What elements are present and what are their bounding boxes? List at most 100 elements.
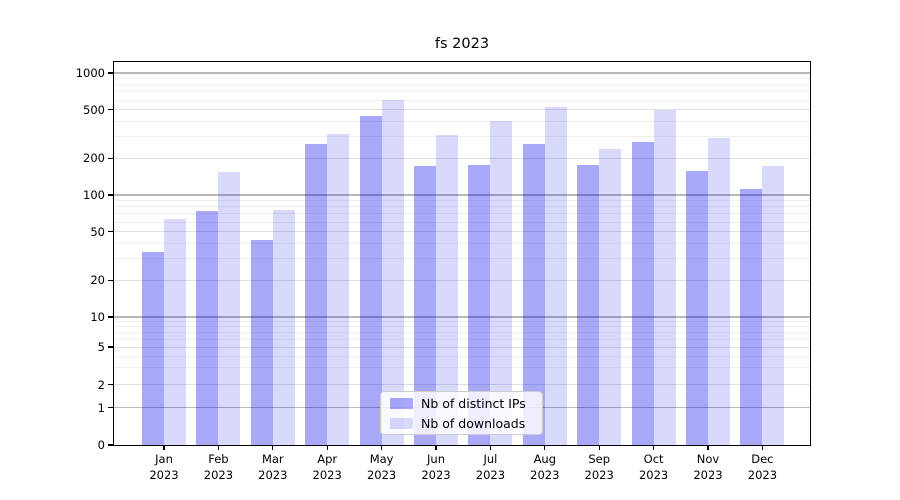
x-tick-mark — [544, 445, 546, 450]
year-label: 2023 — [258, 467, 288, 482]
bar-downloads-jun — [436, 135, 458, 445]
gridline — [114, 213, 810, 215]
gridline — [114, 258, 810, 260]
y-tick-mark — [108, 109, 113, 111]
legend-swatch-downloads — [390, 417, 413, 429]
month-label: May — [369, 452, 394, 466]
legend-swatch-distinct-ips — [390, 397, 413, 409]
x-tick-label-oct: Oct 2023 — [626, 452, 682, 483]
year-label: 2023 — [312, 467, 342, 482]
year-label: 2023 — [747, 467, 778, 482]
y-tick-label: 1 — [97, 400, 105, 415]
x-tick-label-aug: Aug 2023 — [517, 452, 573, 483]
bar-distinct-ips-nov — [686, 171, 708, 445]
month-label: Aug — [533, 452, 557, 466]
bar-distinct-ips-aug — [522, 143, 545, 445]
month-label: Dec — [751, 452, 774, 466]
gridline — [114, 200, 810, 202]
y-tick-mark — [108, 316, 113, 318]
year-label: 2023 — [584, 467, 614, 482]
y-tick-label: 2 — [97, 377, 105, 392]
gridline — [114, 243, 810, 245]
legend-label-distinct-ips: Nb of distinct IPs — [421, 395, 526, 411]
bar-downloads-apr — [327, 134, 350, 445]
y-tick-label: 500 — [83, 102, 105, 117]
month-label: Nov — [696, 452, 720, 466]
bar-distinct-ips-oct — [631, 141, 654, 445]
year-label: 2023 — [421, 467, 451, 482]
x-tick-label-apr: Apr 2023 — [299, 452, 355, 483]
x-tick-mark — [435, 445, 437, 450]
y-tick-mark — [108, 383, 113, 386]
bar-downloads-jul — [490, 121, 513, 445]
x-tick-label-dec: Dec 2023 — [734, 452, 790, 483]
y-tick-mark — [108, 346, 113, 348]
y-tick-mark — [108, 406, 113, 409]
x-tick-label-sep: Sep 2023 — [571, 452, 627, 483]
y-tick-label: 0 — [97, 438, 105, 452]
month-label: Apr — [317, 452, 338, 466]
y-tick-label: 200 — [83, 151, 105, 166]
y-tick-label: 50 — [90, 224, 105, 239]
y-tick-mark — [108, 279, 113, 281]
bar-downloads-feb — [218, 172, 241, 445]
bar-distinct-ips-jan — [142, 252, 164, 445]
chart-title: fs 2023 — [434, 36, 490, 52]
gridline — [114, 99, 810, 101]
year-label: 2023 — [149, 467, 179, 482]
legend: Nb of distinct IPs Nb of downloads — [380, 391, 543, 435]
legend-entry-distinct-ips: Nb of distinct IPs — [390, 395, 536, 412]
x-tick-label-feb: Feb 2023 — [190, 452, 246, 483]
gridline — [114, 221, 810, 223]
gridline — [114, 78, 810, 80]
year-label: 2023 — [638, 467, 669, 482]
year-label: 2023 — [530, 467, 560, 482]
bar-downloads-mar — [272, 210, 295, 445]
bar-distinct-ips-sep — [577, 165, 600, 445]
legend-label-downloads: Nb of downloads — [421, 415, 526, 431]
gridline — [114, 384, 810, 385]
year-label: 2023 — [475, 467, 506, 482]
bar-distinct-ips-jun — [414, 166, 436, 445]
y-tick-mark — [108, 231, 113, 233]
bar-distinct-ips-jul — [468, 165, 491, 445]
bar-distinct-ips-dec — [740, 188, 763, 445]
bar-downloads-oct — [653, 110, 676, 445]
x-tick-label-may: May 2023 — [354, 452, 410, 483]
gridline — [114, 109, 810, 111]
gridline — [114, 338, 810, 340]
bar-distinct-ips-may — [359, 116, 382, 445]
gridline — [114, 194, 810, 196]
y-tick-label: 1000 — [75, 66, 105, 80]
gridline — [114, 355, 810, 357]
x-tick-label-jan: Jan 2023 — [136, 452, 192, 483]
x-tick-mark — [380, 445, 383, 450]
month-label: Oct — [643, 452, 664, 466]
gridline — [114, 331, 810, 333]
x-tick-label-nov: Nov 2023 — [680, 452, 736, 483]
bar-downloads-dec — [762, 165, 785, 445]
y-tick-label: 10 — [90, 310, 105, 324]
bar-distinct-ips-mar — [250, 239, 273, 445]
gridline — [114, 84, 810, 86]
gridline — [114, 326, 810, 328]
x-tick-label-jun: Jun 2023 — [408, 452, 464, 483]
x-tick-mark — [652, 445, 655, 450]
gridline — [114, 91, 810, 93]
bar-downloads-jan — [164, 218, 186, 445]
gridline — [114, 346, 810, 348]
bar-downloads-may — [381, 100, 404, 445]
gridline — [114, 231, 810, 233]
gridline — [114, 367, 810, 369]
gridline — [114, 316, 810, 318]
y-tick-mark — [108, 72, 113, 74]
bar-downloads-nov — [708, 137, 730, 445]
x-tick-label-jul: Jul 2023 — [462, 452, 518, 483]
bar-downloads-sep — [599, 148, 622, 445]
x-tick-mark — [598, 445, 600, 450]
month-label: Jun — [427, 452, 445, 466]
bar-downloads-aug — [544, 106, 567, 445]
x-tick-label-mar: Mar 2023 — [245, 452, 301, 483]
x-tick-mark — [163, 445, 165, 450]
month-label: Jul — [483, 452, 498, 466]
